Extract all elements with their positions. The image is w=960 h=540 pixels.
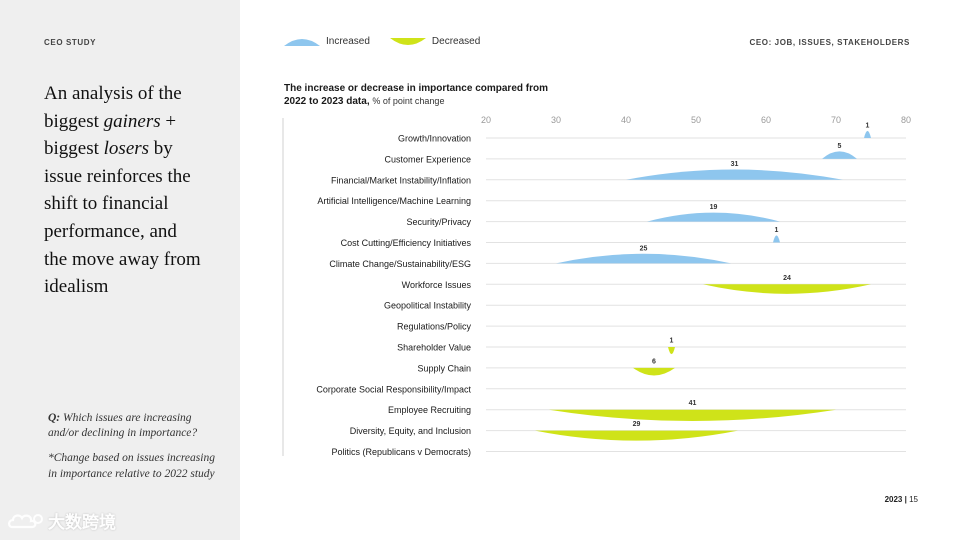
change-value-label: 24 bbox=[783, 275, 791, 282]
question-text: Which issues are increasing and/or decli… bbox=[48, 412, 198, 439]
legend-label-increased: Increased bbox=[326, 36, 370, 47]
x-tick-label: 60 bbox=[761, 115, 771, 125]
category-label: Climate Change/Sustainability/ESG bbox=[329, 259, 471, 269]
headline: An analysis of the biggest gainers + big… bbox=[44, 80, 204, 301]
change-value-label: 1 bbox=[775, 227, 779, 234]
decrease-shape bbox=[668, 347, 675, 355]
x-tick-label: 80 bbox=[901, 115, 911, 125]
cloud-logo-icon bbox=[8, 511, 44, 531]
change-value-label: 19 bbox=[710, 204, 718, 211]
x-tick-label: 70 bbox=[831, 115, 841, 125]
change-value-label: 5 bbox=[838, 143, 842, 150]
chart-title: The increase or decrease in importance c… bbox=[284, 82, 564, 108]
category-label: Diversity, Equity, and Inclusion bbox=[350, 426, 471, 436]
category-label: Growth/Innovation bbox=[398, 134, 471, 144]
change-value-label: 1 bbox=[866, 122, 870, 129]
footer-separator: | bbox=[904, 495, 907, 504]
chart-legend: Increased Decreased bbox=[284, 36, 500, 47]
decrease-shape bbox=[549, 409, 836, 422]
survey-question: Q: Which issues are increasing and/or de… bbox=[48, 411, 218, 441]
decrease-shape bbox=[633, 367, 675, 376]
increase-shape bbox=[864, 130, 871, 138]
category-label: Geopolitical Instability bbox=[384, 301, 472, 311]
change-value-label: 41 bbox=[689, 400, 697, 407]
section-label: CEO: JOB, ISSUES, STAKEHOLDERS bbox=[749, 38, 910, 47]
change-value-label: 29 bbox=[633, 421, 641, 428]
footer-year: 2023 bbox=[884, 495, 903, 504]
x-tick-label: 50 bbox=[691, 115, 701, 125]
headline-part: An analysis of the biggest bbox=[44, 83, 182, 132]
category-label: Supply Chain bbox=[417, 363, 471, 373]
watermark-text: 大数跨境 bbox=[48, 513, 116, 532]
page-number: 2023 | 15 bbox=[885, 495, 918, 504]
category-label: Artificial Intelligence/Machine Learning bbox=[317, 196, 471, 206]
study-label: CEO STUDY bbox=[44, 38, 97, 47]
change-value-label: 6 bbox=[652, 358, 656, 365]
decrease-shape bbox=[535, 430, 738, 441]
category-label: Workforce Issues bbox=[402, 280, 472, 290]
legend-item-increased: Increased bbox=[284, 36, 370, 47]
category-label: Customer Experience bbox=[384, 154, 471, 164]
change-value-label: 25 bbox=[640, 245, 648, 252]
increase-shape bbox=[773, 235, 780, 243]
headline-part-italic: gainers bbox=[103, 110, 161, 132]
chart-subtitle: % of point change bbox=[372, 96, 445, 106]
sidebar-panel bbox=[0, 0, 240, 540]
category-label: Financial/Market Instability/Inflation bbox=[331, 175, 471, 185]
change-value-label: 31 bbox=[731, 161, 739, 168]
category-label: Regulations/Policy bbox=[397, 322, 472, 332]
change-value-label: 1 bbox=[670, 338, 674, 345]
footnote: *Change based on issues increasing in im… bbox=[48, 452, 215, 480]
category-label: Cost Cutting/Efficiency Initiatives bbox=[341, 238, 472, 248]
legend-swatch-increased bbox=[284, 38, 320, 46]
legend-swatch-decreased bbox=[389, 37, 426, 45]
category-label: Employee Recruiting bbox=[388, 405, 471, 415]
footer-page: 15 bbox=[909, 495, 918, 504]
increase-shape bbox=[822, 151, 857, 159]
category-label: Politics (Republicans v Democrats) bbox=[331, 447, 471, 457]
x-tick-label: 20 bbox=[481, 115, 491, 125]
watermark: 大数跨境 bbox=[8, 508, 116, 533]
legend-label-decreased: Decreased bbox=[431, 36, 481, 47]
category-label: Corporate Social Responsibility/Impact bbox=[316, 384, 471, 394]
chart-title-text: The increase or decrease in importance c… bbox=[284, 83, 548, 107]
increase-shape bbox=[647, 212, 780, 222]
category-label: Shareholder Value bbox=[397, 343, 471, 353]
increase-shape bbox=[626, 169, 843, 180]
decrease-shape bbox=[703, 284, 871, 294]
headline-part-italic: losers bbox=[103, 138, 150, 160]
category-label: Security/Privacy bbox=[406, 217, 471, 227]
x-tick-label: 30 bbox=[551, 115, 561, 125]
increase-shape bbox=[556, 253, 731, 264]
legend-item-decreased: Decreased bbox=[389, 36, 481, 47]
question-label: Q: bbox=[48, 412, 61, 424]
headline-part: by issue reinforces the shift to financi… bbox=[44, 138, 201, 298]
headline-part: + biggest bbox=[44, 110, 177, 160]
x-tick-label: 40 bbox=[621, 115, 631, 125]
